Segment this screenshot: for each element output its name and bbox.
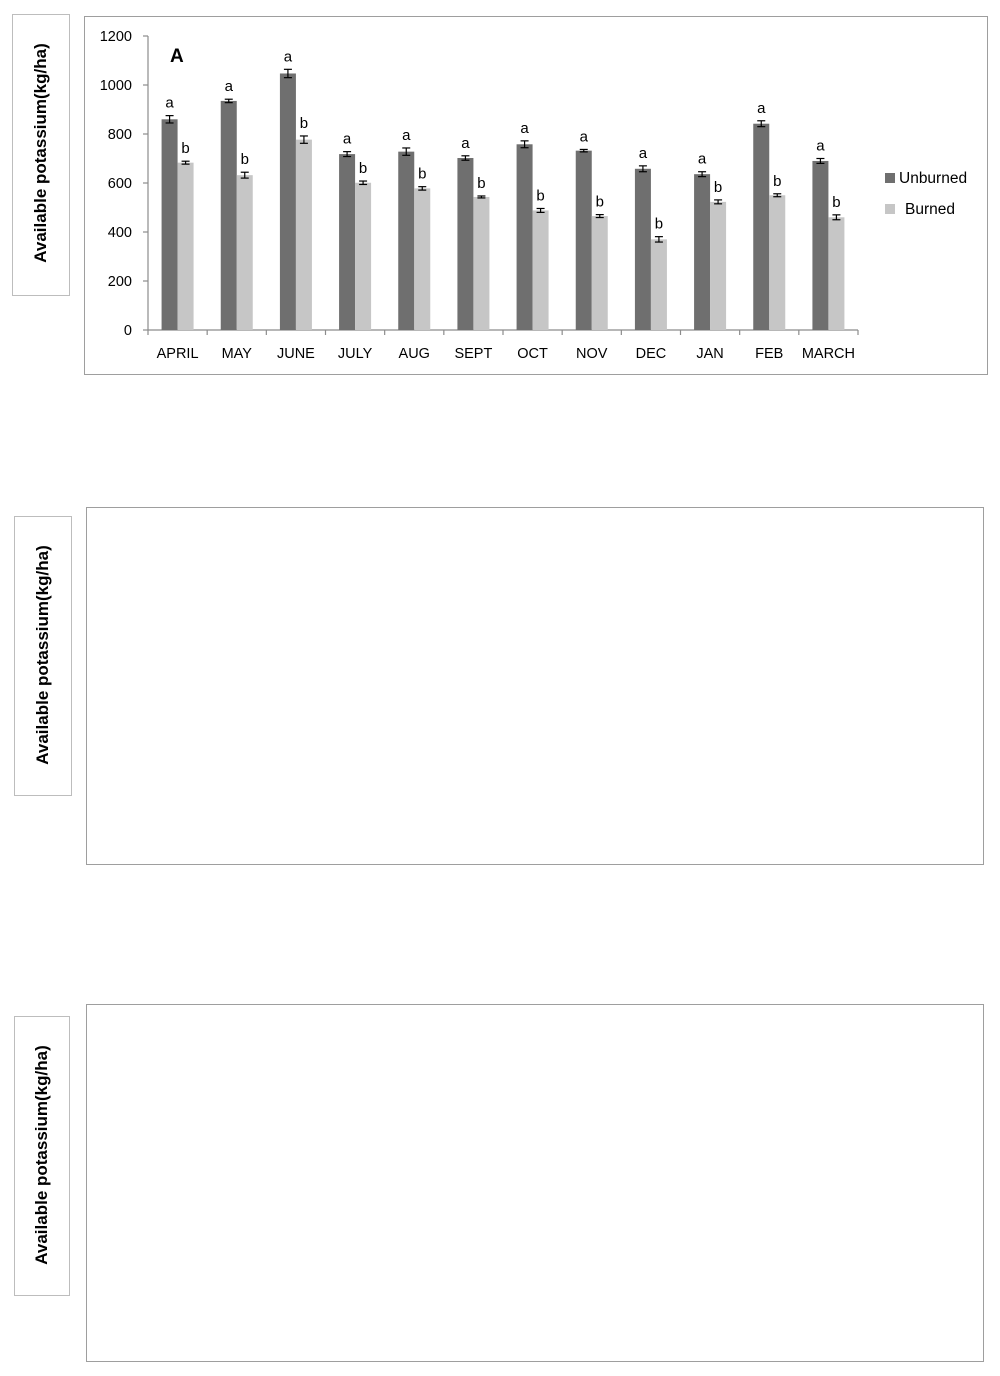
bar-unburned-a [161,119,178,330]
legend-swatch-burned-a [885,204,895,214]
y-tick-label-a: 400 [108,225,132,241]
bar-burned-a [236,175,253,330]
panel-label-a: A [170,46,184,67]
y-tick-label-a: 200 [108,274,132,290]
x-tick-label-a: SEPT [454,346,492,362]
x-tick-label-a: MARCH [802,346,855,362]
x-tick-label-a: JAN [696,346,723,362]
chart-panel-c [86,1004,984,1362]
significance-letter-a: b [832,194,840,211]
bar-unburned-a [220,100,237,330]
bar-burned-a [295,139,312,330]
significance-letter-a: a [284,48,293,65]
significance-letter-a: b [359,160,367,177]
significance-letter-a: b [714,179,722,196]
significance-letter-a: a [816,138,825,155]
x-tick-label-a: JUNE [277,346,315,362]
bar-burned-a [532,210,549,330]
significance-letter-a: b [241,151,249,168]
chart-panel-b [86,507,984,865]
significance-letter-a: a [402,127,411,144]
x-tick-label-a: OCT [517,346,548,362]
bar-unburned-a [753,123,770,331]
bar-burned-a [650,239,667,330]
bar-burned-a [355,182,372,330]
legend-label-unburned-a: Unburned [899,170,967,187]
bar-burned-a [769,195,786,330]
x-tick-label-a: JULY [338,346,373,362]
significance-letter-a: b [477,175,485,192]
legend-label-burned-a: Burned [905,201,955,218]
y-axis-label-c: Available potassium(kg/ha) [32,1045,51,1265]
bar-unburned-a [516,144,533,330]
x-tick-label-a: NOV [576,346,608,362]
significance-letter-a: a [580,128,589,145]
significance-letter-a: b [596,194,604,211]
x-tick-label-a: MAY [222,346,253,362]
significance-letter-a: a [461,135,470,152]
bar-burned-a [414,188,431,330]
x-tick-label-a: DEC [636,346,667,362]
y-axis-label-box-b: Available potassium(kg/ha) [14,516,72,796]
significance-letter-a: b [773,173,781,190]
bar-unburned-a [575,150,592,330]
significance-letter-a: a [165,95,174,112]
y-axis-label-box-c: Available potassium(kg/ha) [14,1016,70,1296]
bar-unburned-a [279,73,296,331]
bar-burned-a [177,162,194,330]
y-tick-label-a: 1000 [100,78,132,94]
bar-unburned-a [339,154,356,330]
legend-swatch-unburned-a [885,173,895,183]
significance-letter-a: a [225,78,234,95]
y-tick-label-a: 1200 [100,29,132,45]
significance-letter-a: b [181,140,189,157]
bar-unburned-a [398,151,415,330]
y-tick-label-a: 800 [108,127,132,143]
significance-letter-a: b [300,115,308,132]
y-tick-label-a: 600 [108,176,132,192]
significance-letter-a: b [418,166,426,183]
significance-letter-a: a [639,145,648,162]
y-axis-label-box-a: Available potassium(kg/ha) [12,14,70,296]
significance-letter-a: a [698,151,707,168]
y-tick-label-a: 0 [124,323,132,339]
significance-letter-a: a [343,131,352,148]
x-tick-label-a: FEB [755,346,783,362]
significance-letter-a: b [536,187,544,204]
bar-burned-a [710,201,727,330]
bar-burned-a [828,217,845,330]
significance-letter-a: a [520,120,529,137]
significance-letter-a: a [757,100,766,117]
bar-unburned-a [634,168,651,330]
bar-unburned-a [812,160,829,330]
bar-unburned-a [457,158,474,330]
x-tick-label-a: APRIL [157,346,199,362]
x-tick-label-a: AUG [399,346,430,362]
significance-letter-a: b [655,216,663,233]
bar-burned-a [473,196,490,330]
bar-burned-a [591,216,608,330]
bar-unburned-a [694,174,711,330]
y-axis-label-b: Available potassium(kg/ha) [33,545,52,765]
